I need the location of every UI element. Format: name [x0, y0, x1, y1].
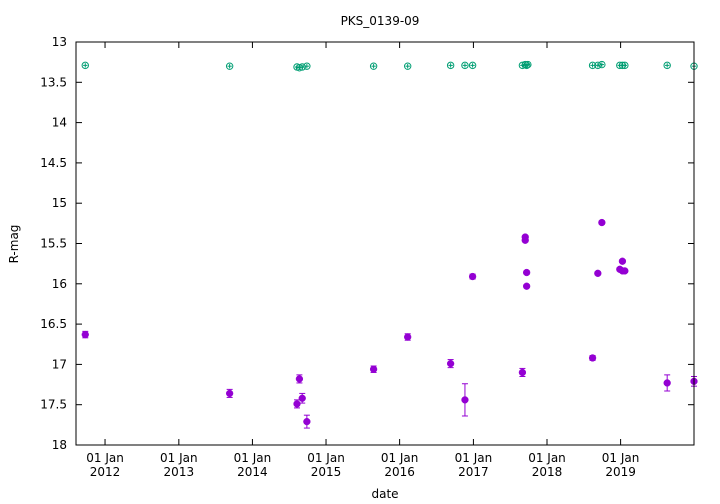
y-tick-label: 14 — [52, 116, 67, 130]
y-tick-label: 15.5 — [40, 237, 67, 251]
data-point — [461, 61, 469, 70]
data-point — [295, 375, 304, 383]
series-green — [81, 60, 698, 72]
x-tick-label-year: 2015 — [311, 465, 342, 479]
data-point — [303, 62, 311, 70]
data-point — [293, 400, 301, 408]
data-point — [225, 389, 234, 398]
data-point — [621, 267, 629, 275]
data-point — [369, 62, 378, 70]
x-tick-label-year: 2014 — [237, 465, 268, 479]
y-tick-label: 15 — [52, 196, 67, 210]
y-axis-label: R-mag — [7, 225, 21, 264]
x-tick-label-day: 01 Jan — [528, 451, 566, 465]
y-tick-label: 14.5 — [40, 156, 67, 170]
x-tick-label-day: 01 Jan — [86, 451, 124, 465]
x-tick-label-year: 2016 — [384, 465, 415, 479]
x-axis-label: date — [371, 487, 398, 501]
data-point — [618, 257, 627, 265]
y-axis: 13 13.5 14 14.5 15 15.5 16 16.5 17 17.5 18 — [40, 35, 694, 452]
data-point — [522, 61, 531, 70]
data-point — [403, 62, 412, 70]
data-point — [663, 379, 671, 387]
data-point — [594, 269, 602, 277]
data-point — [468, 61, 477, 70]
x-tick-label-year: 2019 — [605, 465, 636, 479]
x-tick-label-day: 01 Jan — [160, 451, 198, 465]
x-tick-label-day: 01 Jan — [602, 451, 640, 465]
data-point — [468, 272, 477, 281]
y-tick-label: 13.5 — [40, 75, 67, 89]
data-point — [225, 62, 234, 70]
data-point — [81, 330, 89, 339]
x-tick-label-day: 01 Jan — [307, 451, 345, 465]
data-point — [461, 396, 469, 404]
y-tick-label: 17.5 — [40, 398, 67, 412]
data-point — [446, 359, 455, 368]
x-tick-label-day: 01 Jan — [234, 451, 272, 465]
y-tick-label: 16.5 — [40, 317, 67, 331]
data-point — [598, 218, 606, 227]
data-point — [524, 60, 532, 69]
data-point — [404, 333, 412, 341]
data-point — [298, 63, 306, 71]
x-tick-label-year: 2018 — [532, 465, 563, 479]
data-point — [522, 268, 531, 277]
data-point — [81, 61, 89, 70]
x-tick-label-year: 2017 — [458, 465, 489, 479]
data-point — [303, 417, 311, 426]
x-tick-label-year: 2012 — [90, 465, 121, 479]
y-tick-label: 13 — [52, 35, 67, 49]
data-point — [518, 368, 527, 377]
data-point — [594, 61, 602, 70]
data-point — [522, 282, 531, 290]
x-tick-label-year: 2013 — [164, 465, 195, 479]
y-tick-label: 17 — [52, 357, 67, 371]
x-tick-label-day: 01 Jan — [455, 451, 493, 465]
series-purple — [81, 218, 698, 429]
data-point — [663, 61, 671, 70]
x-tick-label-day: 01 Jan — [381, 451, 419, 465]
data-point — [369, 365, 378, 373]
y-tick-label: 16 — [52, 277, 67, 291]
data-point — [588, 354, 597, 362]
y-tick-label: 18 — [52, 438, 67, 452]
plot-frame — [75, 41, 695, 446]
data-point — [598, 60, 606, 69]
data-point — [621, 61, 629, 70]
chart-title: PKS_0139-09 — [341, 14, 420, 28]
data-point — [521, 236, 529, 244]
data-point — [298, 394, 306, 402]
data-point — [446, 61, 455, 70]
